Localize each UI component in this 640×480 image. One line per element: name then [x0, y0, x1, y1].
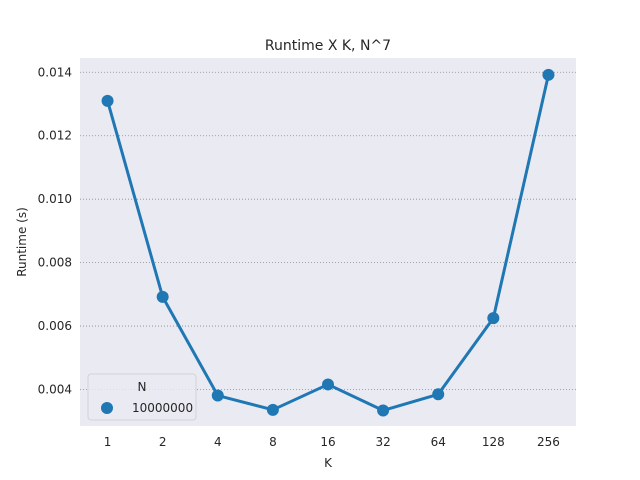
y-tick-label: 0.012 — [38, 129, 72, 143]
data-point — [542, 68, 555, 81]
legend-entry-label: 10000000 — [132, 401, 193, 415]
x-tick-label: 2 — [159, 435, 167, 449]
x-tick-label: 128 — [482, 435, 505, 449]
y-tick-label: 0.006 — [38, 319, 72, 333]
legend-box — [87, 373, 197, 421]
series-10000000 — [101, 68, 555, 417]
data-point — [322, 378, 334, 391]
data-point — [432, 388, 445, 401]
data-point — [211, 389, 224, 402]
x-tick-label: 16 — [320, 435, 335, 449]
legend: N 10000000 — [87, 373, 197, 421]
x-axis-label: K — [324, 456, 333, 470]
y-axis-label: Runtime (s) — [15, 207, 29, 277]
x-tick-labels: 1 2 4 8 16 32 64 128 256 — [104, 435, 560, 449]
x-tick-label: 256 — [537, 435, 560, 449]
data-point — [487, 312, 500, 325]
chart-title: Runtime X K, N^7 — [265, 38, 391, 54]
x-tick-label: 4 — [214, 435, 222, 449]
x-tick-label: 32 — [375, 435, 390, 449]
y-tick-labels: 0.004 0.006 0.008 0.010 0.012 0.014 — [38, 65, 72, 396]
x-tick-label: 64 — [431, 435, 446, 449]
x-tick-label: 1 — [104, 435, 112, 449]
x-tick-label: 8 — [269, 435, 277, 449]
data-point — [156, 290, 169, 303]
y-tick-label: 0.008 — [38, 256, 72, 270]
y-tick-label: 0.004 — [38, 383, 72, 397]
y-tick-label: 0.010 — [38, 192, 72, 206]
data-point — [101, 94, 114, 107]
plot-area — [80, 58, 576, 426]
data-point — [377, 404, 390, 417]
legend-marker-dot — [101, 402, 113, 414]
data-point — [266, 403, 279, 416]
y-tick-label: 0.014 — [38, 65, 72, 79]
legend-title: N — [138, 380, 147, 394]
